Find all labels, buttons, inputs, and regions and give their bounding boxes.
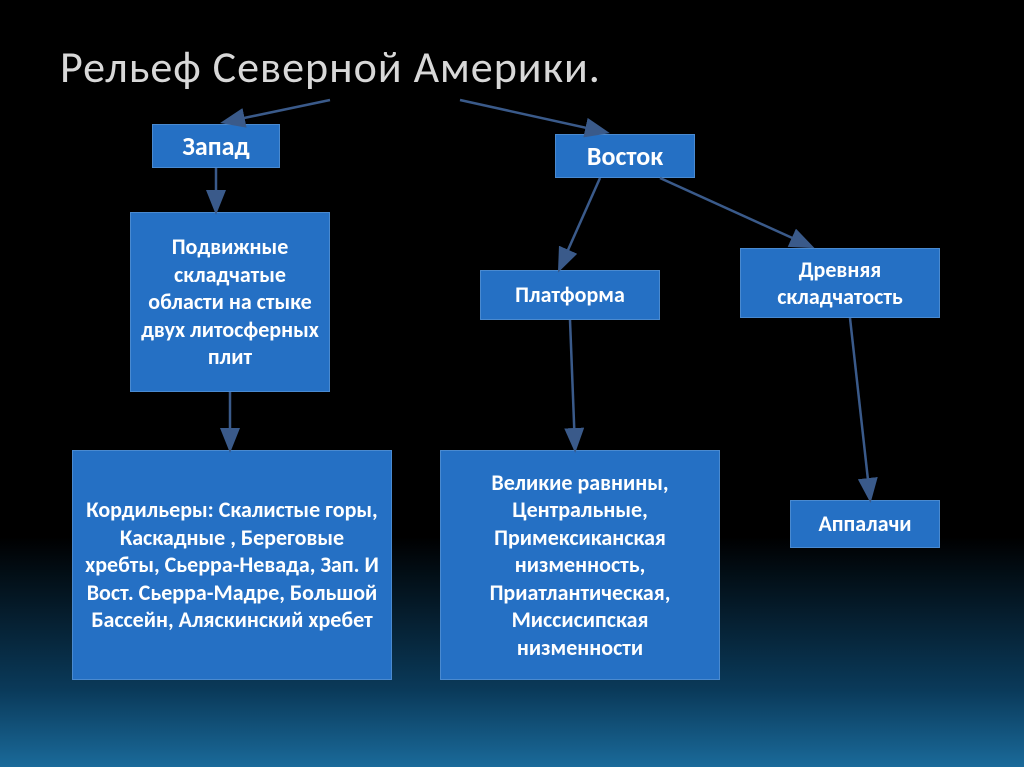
edge (570, 320, 575, 448)
page-title: Рельеф Северной Америки. (60, 40, 601, 94)
node-fold: Подвижные складчатые области на стыке дв… (130, 212, 330, 392)
node-plains: Великие равнины, Центральные, Примексика… (440, 450, 720, 680)
edge (850, 318, 870, 498)
node-ancient: Древняя складчатость (740, 248, 940, 318)
node-platform: Платформа (480, 270, 660, 320)
edge (460, 100, 605, 132)
edge (660, 178, 810, 246)
node-west: Запад (152, 124, 280, 168)
node-east: Восток (555, 134, 695, 178)
node-cordillera: Кордильеры: Скалистые горы, Каскадные , … (72, 450, 392, 680)
node-appalachi: Аппалачи (790, 500, 940, 548)
edge (560, 178, 600, 268)
edge (225, 100, 330, 122)
